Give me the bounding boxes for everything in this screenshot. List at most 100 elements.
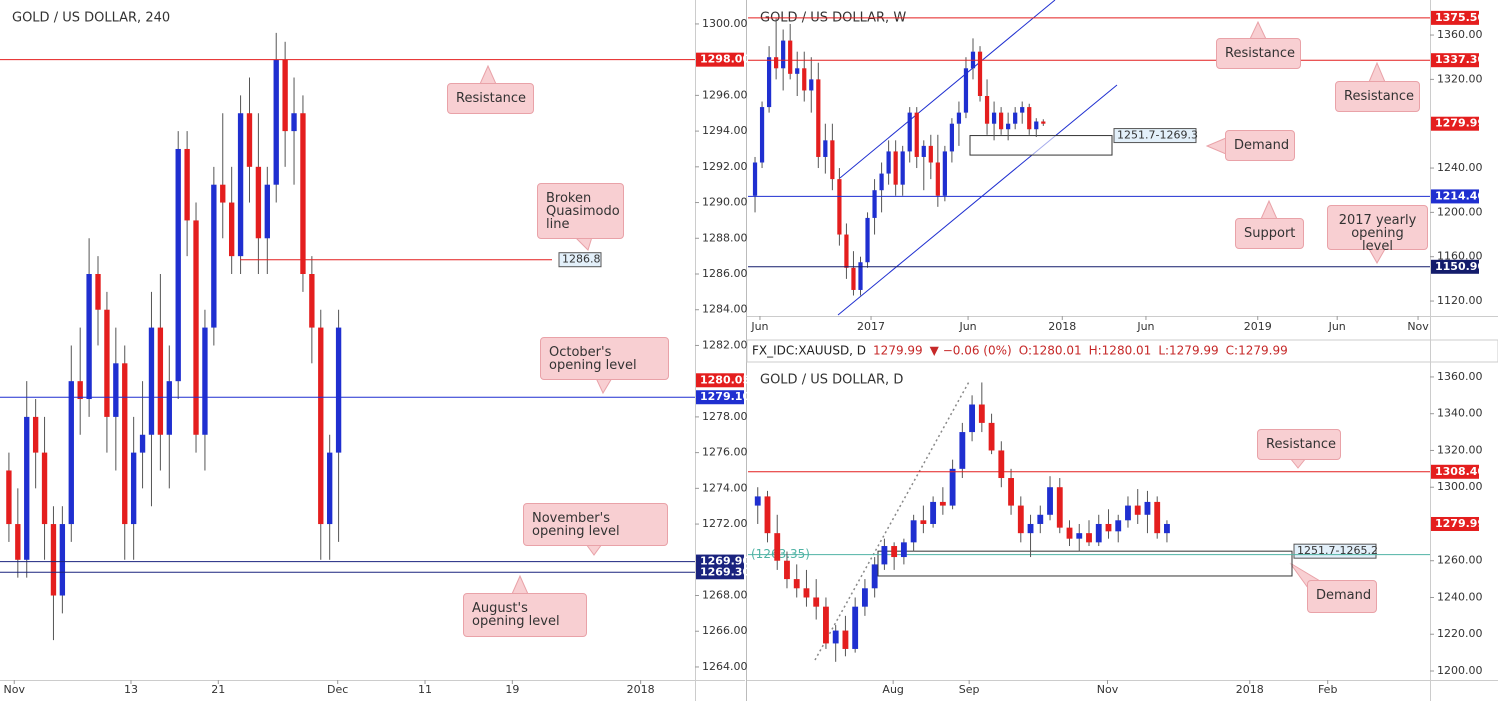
candle-body — [1086, 533, 1092, 543]
candle-body — [264, 184, 270, 239]
candle-body — [318, 327, 324, 525]
y-tick-label: 1264.00 — [702, 660, 748, 673]
candle-body — [830, 140, 835, 180]
candle-body — [832, 630, 839, 644]
callout: Demand — [1307, 580, 1377, 613]
candle-body — [977, 51, 983, 96]
y-tick-label: 1276.00 — [702, 446, 748, 459]
candle-body — [41, 452, 48, 525]
candle-body — [193, 220, 199, 435]
candle-body — [300, 113, 306, 274]
candle-body — [872, 190, 877, 218]
y-tick-label: 1282.00 — [702, 338, 748, 351]
y-tick-label: 1200.00 — [1437, 205, 1483, 218]
y-tick-label: 1296.00 — [702, 88, 748, 101]
y-tick-label: 1288.00 — [702, 231, 748, 244]
x-tick-label: 2018 — [1048, 320, 1076, 333]
x-tick-label: Aug — [882, 683, 903, 696]
price-tag — [1431, 464, 1479, 479]
candle-body — [95, 273, 101, 310]
candle-body — [802, 68, 807, 91]
candle-body — [122, 363, 128, 525]
y-tick-label: 1120.00 — [1437, 294, 1483, 307]
candle-body — [813, 597, 820, 607]
candle-body — [246, 113, 253, 167]
candle-body — [809, 79, 814, 91]
candle-body — [998, 450, 1005, 479]
callout: August's opening level — [463, 593, 587, 637]
candle-body — [910, 520, 917, 543]
candle-body — [1134, 505, 1141, 515]
candle-body — [886, 151, 891, 174]
candle-body — [988, 422, 995, 451]
candle-body — [949, 123, 955, 152]
x-tick-label: Nov — [1407, 320, 1429, 333]
callout: Broken Quasimodo line — [537, 183, 624, 239]
y-tick-label: 1340.00 — [1437, 407, 1483, 420]
candle-body — [999, 112, 1004, 130]
y-tick-label: 1320.00 — [1437, 72, 1483, 85]
channel-line — [837, 84, 1118, 316]
candle-body — [1125, 505, 1131, 521]
x-tick-label: 19 — [505, 683, 519, 696]
price-tag — [696, 390, 744, 405]
candle-body — [969, 404, 976, 433]
price-tag — [696, 554, 744, 569]
candle-body — [861, 588, 868, 607]
candle-body — [327, 452, 333, 525]
candle-body — [881, 546, 888, 565]
candle-body — [220, 184, 226, 203]
y-tick-label: 1160.00 — [1437, 250, 1483, 263]
y-tick-label: 1290.00 — [702, 196, 748, 209]
candle-body — [823, 606, 829, 644]
candle-body — [1154, 501, 1161, 534]
candle-body — [1041, 121, 1046, 124]
trend-line — [814, 379, 971, 661]
candle-body — [139, 434, 146, 453]
candle-body — [928, 145, 933, 163]
candle-body — [788, 40, 793, 74]
price-tag — [1431, 259, 1479, 274]
price-tag-label: 1279.99 — [1435, 517, 1485, 530]
level-label-box — [558, 252, 602, 268]
candle-body — [228, 202, 235, 257]
candle-body — [1047, 487, 1053, 515]
y-tick-label: 1240.00 — [1437, 590, 1483, 603]
candle-body — [1027, 523, 1034, 534]
x-tick-label: 21 — [211, 683, 225, 696]
candle-body — [1105, 523, 1112, 532]
candle-body — [793, 579, 800, 589]
price-tag — [1431, 53, 1479, 68]
candle-body — [858, 262, 863, 290]
candle-body — [879, 173, 884, 191]
candle-body — [907, 112, 912, 152]
candle-body — [759, 107, 765, 163]
candle-body — [1017, 505, 1024, 534]
info-text: C:1279.99 — [1226, 344, 1288, 358]
candle-body — [282, 59, 288, 132]
candle-body — [59, 524, 66, 596]
zone-label: 1251.7-1269.3 — [1117, 129, 1198, 142]
zone-label: 1251.7-1265.2 — [1297, 544, 1378, 557]
candle-body — [237, 113, 244, 257]
y-tick-label: 1294.00 — [702, 124, 748, 137]
x-tick-label: 11 — [418, 683, 432, 696]
candle-body — [978, 404, 985, 423]
candle-body — [211, 184, 217, 328]
info-text: H:1280.01 — [1089, 344, 1152, 358]
candle-body — [851, 267, 856, 290]
y-tick-label: 1274.00 — [702, 481, 748, 494]
candle-body — [842, 630, 849, 649]
candle-body — [130, 452, 137, 525]
info-text: FX_IDC:XAUUSD, D — [752, 344, 866, 358]
reference-label: (1263.35) — [751, 547, 810, 561]
price-tag — [1431, 189, 1479, 204]
candle-body — [935, 162, 940, 196]
level-label: 1214.40 — [1435, 189, 1485, 202]
candle-body — [764, 496, 771, 534]
candle-body — [175, 148, 181, 382]
candle-body — [956, 112, 962, 124]
price-tag-label: 1279.99 — [1435, 117, 1485, 130]
price-tag — [696, 373, 744, 388]
